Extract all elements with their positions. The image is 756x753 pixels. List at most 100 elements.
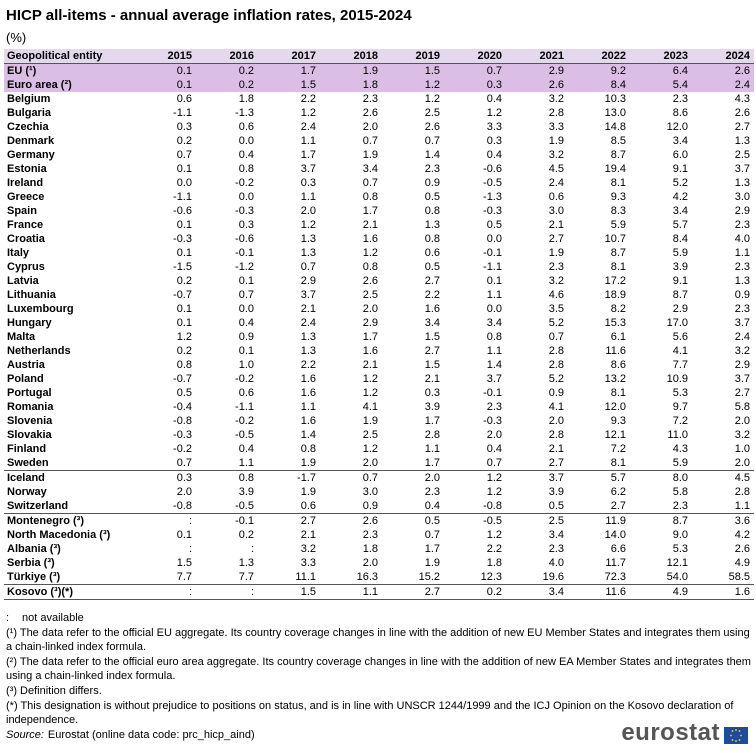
value-cell: 0.0 [238, 302, 254, 315]
value-cell: 1.9 [320, 63, 382, 78]
value-cell: 0.8 [486, 330, 502, 343]
value-cell: 1.6 [300, 386, 316, 399]
value-cell: 2.6 [320, 513, 382, 528]
table-row: North Macedonia (³) 0.1 0.2 2.1 2.3 0.7 1.2 3.4… [4, 528, 754, 542]
value-cell: 2.3 [672, 92, 688, 105]
entity-cell: Montenegro (³) [4, 513, 134, 528]
value-cell: 0.3 [176, 120, 192, 133]
value-cell: 5.4 [630, 78, 692, 92]
value-cell: 3.4 [424, 316, 440, 329]
value-cell: 1.7 [362, 330, 378, 343]
value-cell: 54.0 [666, 570, 688, 583]
value-cell: 17.2 [604, 274, 626, 287]
entity-cell: Malta [7, 330, 36, 343]
value-cell: 5.8 [672, 485, 688, 498]
value-cell: 7.7 [672, 358, 688, 371]
value-cell: 1.3 [300, 232, 316, 245]
value-cell: 0.4 [238, 442, 254, 455]
value-cell: 19.4 [604, 162, 626, 175]
value-cell: -0.3 [173, 232, 192, 245]
value-cell: 0.3 [424, 386, 440, 399]
value-cell: 1.2 [300, 106, 316, 119]
value-cell: 4.0 [548, 556, 564, 569]
value-cell: -0.2 [235, 176, 254, 189]
entity-cell: France [7, 218, 44, 231]
value-cell: 2.7 [424, 274, 440, 287]
value-cell: 12.3 [480, 570, 502, 583]
table-row: Austria 0.8 1.0 2.2 2.1 1.5 1.4 2.8 8.6 7.7 2.9 [4, 358, 754, 372]
value-cell: 3.0 [734, 190, 750, 203]
value-cell: 2.3 [548, 542, 564, 555]
value-cell: 1.2 [362, 372, 378, 385]
value-cell: 1.3 [734, 176, 750, 189]
entity-cell: Sweden [7, 456, 49, 469]
value-cell: 2.2 [300, 92, 316, 105]
value-cell: 3.6 [692, 513, 754, 528]
table-row: France 0.1 0.3 1.2 2.1 1.3 0.5 2.1 5.9 5.7 2.3 [4, 218, 754, 232]
value-cell: 1.0 [734, 442, 750, 455]
value-cell: 0.4 [238, 316, 254, 329]
value-cell: 3.2 [548, 274, 564, 287]
table-row: Ireland 0.0 -0.2 0.3 0.7 0.9 -0.5 2.4 8.1 5.2 1.3 [4, 176, 754, 190]
table-row: Latvia 0.2 0.1 2.9 2.6 2.7 0.1 3.2 17.2 9.1 1.3 [4, 274, 754, 288]
value-cell: 9.7 [672, 400, 688, 413]
value-cell: 1.9 [548, 134, 564, 147]
value-cell: 3.5 [548, 302, 564, 315]
value-cell: 1.3 [734, 134, 750, 147]
value-cell: 0.8 [362, 190, 378, 203]
value-cell: -1.5 [173, 260, 192, 273]
table-row: Lithuania -0.7 0.7 3.7 2.5 2.2 1.1 4.6 18.9 8.7 0.… [4, 288, 754, 302]
value-cell: 2.8 [548, 106, 564, 119]
value-cell: 1.3 [300, 246, 316, 259]
table-row: Bulgaria -1.1 -1.3 1.2 2.6 2.5 1.2 2.8 13.0 8.6 2.… [4, 106, 754, 120]
source-text: Eurostat (online data code: prc_hicp_ain… [47, 729, 255, 741]
value-cell: 2.4 [300, 316, 316, 329]
entity-cell: Denmark [7, 134, 55, 147]
value-cell: -0.8 [173, 499, 192, 512]
value-cell: 7.2 [610, 442, 626, 455]
value-cell: 0.7 [362, 176, 378, 189]
value-cell: 5.9 [610, 218, 626, 231]
value-cell: 1.5 [424, 358, 440, 371]
value-cell: 2.1 [300, 302, 316, 315]
value-cell: 2.9 [362, 316, 378, 329]
value-cell: -0.6 [173, 204, 192, 217]
footnote: (¹) The data refer to the official EU ag… [6, 627, 750, 653]
value-cell: -0.5 [235, 428, 254, 441]
value-cell: 1.7 [424, 456, 440, 469]
value-cell: 9.1 [672, 162, 688, 175]
value-cell: 6.6 [610, 542, 626, 555]
value-cell: 0.7 [238, 288, 254, 301]
value-cell: 2.8 [548, 358, 564, 371]
table-row: Sweden 0.7 1.1 1.9 2.0 1.7 0.7 2.7 8.1 5.9 2.0 [4, 456, 754, 471]
table-row: Poland -0.7 -0.2 1.6 1.2 2.1 3.7 5.2 13.2 10.9 3.7 [4, 372, 754, 386]
value-cell: 2.3 [362, 528, 378, 541]
entity-cell: Netherlands [7, 344, 71, 357]
value-cell: 1.1 [734, 246, 750, 259]
value-cell: 1.7 [362, 204, 378, 217]
value-cell: 72.3 [604, 570, 626, 583]
value-cell: 2.6 [362, 106, 378, 119]
value-cell: -0.6 [235, 232, 254, 245]
year-header: 2023 [630, 49, 692, 64]
table-row: Kosovo (³)(*)::1.5 1.1 2.7 0.2 3.4 11.6 4.9 1.6 [4, 584, 754, 600]
value-cell: 2.0 [362, 120, 378, 133]
value-cell: 2.0 [300, 204, 316, 217]
value-cell: 2.3 [424, 162, 440, 175]
value-cell: 0.1 [176, 162, 192, 175]
value-cell: -0.5 [444, 513, 506, 528]
value-cell: 1.3 [300, 344, 316, 357]
value-cell: 1.8 [486, 556, 502, 569]
value-cell: 1.3 [238, 556, 254, 569]
value-cell: 1.9 [424, 556, 440, 569]
value-cell: 5.8 [734, 400, 750, 413]
value-cell: 2.3 [486, 400, 502, 413]
value-cell: 0.4 [238, 148, 254, 161]
eu-flag [724, 727, 748, 744]
value-cell: 0.2 [238, 528, 254, 541]
value-cell: 0.3 [300, 176, 316, 189]
value-cell: 1.6 [300, 372, 316, 385]
value-cell: 12.0 [666, 120, 688, 133]
entity-cell: Croatia [7, 232, 45, 245]
value-cell: 12.0 [604, 400, 626, 413]
